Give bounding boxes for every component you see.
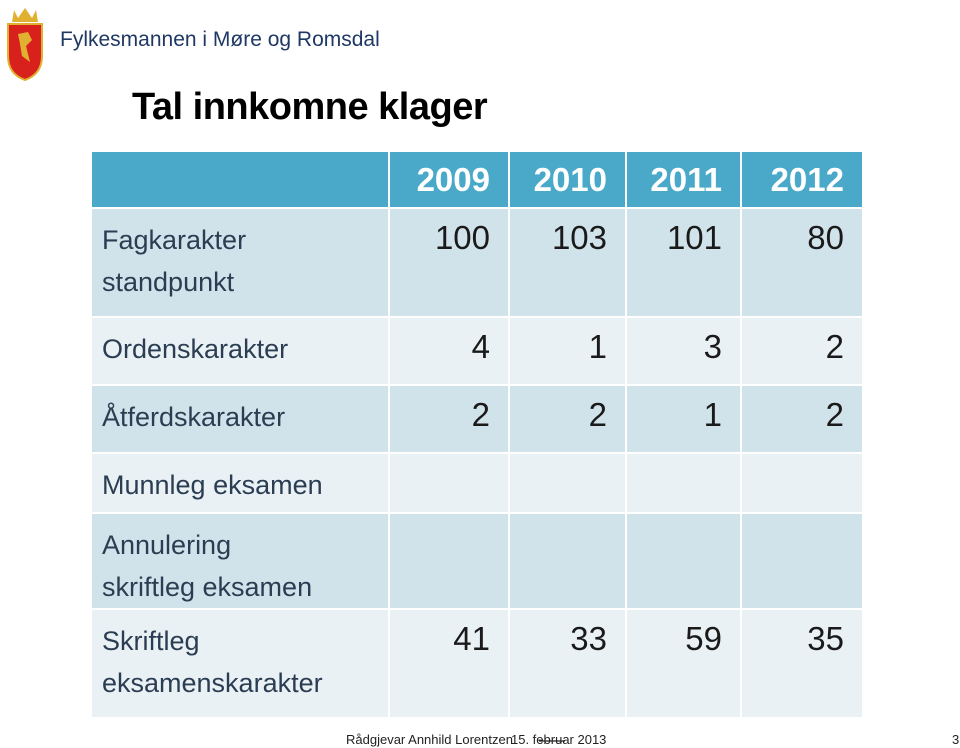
row-label: Annulering skriftleg eksamen xyxy=(90,512,390,610)
data-row: Munnleg eksamen xyxy=(90,452,864,514)
slide-title: Tal innkomne klager xyxy=(132,86,488,128)
value-cell xyxy=(740,512,864,610)
row-label: Fagkarakter standpunkt xyxy=(90,207,390,318)
row-label: Åtferdskarakter xyxy=(90,384,390,454)
value-cell xyxy=(508,512,627,610)
data-row: Ordenskarakter 4 1 3 2 xyxy=(90,316,864,386)
value-cell: 4 xyxy=(388,316,510,386)
footer-dash xyxy=(539,740,565,742)
label-line: Åtferdskarakter xyxy=(102,402,286,432)
data-row: Åtferdskarakter 2 2 1 2 xyxy=(90,384,864,454)
value-cell xyxy=(508,452,627,514)
year-header: 2010 xyxy=(508,150,627,209)
label-line: eksamenskarakter xyxy=(102,668,323,698)
header-cell xyxy=(90,150,390,209)
value-cell: 101 xyxy=(625,207,742,318)
value-cell: 100 xyxy=(388,207,510,318)
value-cell: 1 xyxy=(625,384,742,454)
data-row: Annulering skriftleg eksamen xyxy=(90,512,864,610)
value-cell: 3 xyxy=(625,316,742,386)
value-cell: 80 xyxy=(740,207,864,318)
label-line: Fagkarakter xyxy=(102,225,247,255)
row-label: Ordenskarakter xyxy=(90,316,390,386)
coat-of-arms xyxy=(7,8,43,82)
value-cell: 2 xyxy=(740,384,864,454)
footer-date: 15. februar 2013 xyxy=(511,732,607,747)
value-cell xyxy=(388,512,510,610)
value-cell: 59 xyxy=(625,608,742,719)
header-row: 2009 2010 2011 2012 xyxy=(90,150,864,209)
value-cell xyxy=(625,452,742,514)
value-cell: 2 xyxy=(740,316,864,386)
label-line: Ordenskarakter xyxy=(102,334,289,364)
value-cell: 1 xyxy=(508,316,627,386)
value-cell: 2 xyxy=(508,384,627,454)
row-label: Skriftleg eksamenskarakter xyxy=(90,608,390,719)
year-header: 2011 xyxy=(625,150,742,209)
year-header: 2009 xyxy=(388,150,510,209)
value-cell: 41 xyxy=(388,608,510,719)
row-label: Munnleg eksamen xyxy=(90,452,390,514)
label-line: standpunkt xyxy=(102,267,235,297)
label-line: Skriftleg xyxy=(102,626,200,656)
data-row: Fagkarakter standpunkt 100 103 101 80 xyxy=(90,207,864,318)
complaints-table: 2009 2010 2011 2012 Fagkarakter standpunkt 100… xyxy=(90,150,864,719)
label-line: skriftleg eksamen xyxy=(102,572,313,602)
value-cell: 35 xyxy=(740,608,864,719)
label-line: Annulering xyxy=(102,530,232,560)
organization: Fylkesmannen i Møre og Romsdal xyxy=(60,28,380,51)
year-header: 2012 xyxy=(740,150,864,209)
value-cell: 2 xyxy=(388,384,510,454)
label-line: Munnleg eksamen xyxy=(102,470,323,500)
value-cell xyxy=(740,452,864,514)
value-cell xyxy=(388,452,510,514)
value-cell: 33 xyxy=(508,608,627,719)
data-row: Skriftleg eksamenskarakter 41 33 59 35 xyxy=(90,608,864,719)
footer-author: Rådgjevar Annhild Lorentzen xyxy=(346,732,513,747)
page-number: 3 xyxy=(952,732,960,747)
value-cell xyxy=(625,512,742,610)
value-cell: 103 xyxy=(508,207,627,318)
